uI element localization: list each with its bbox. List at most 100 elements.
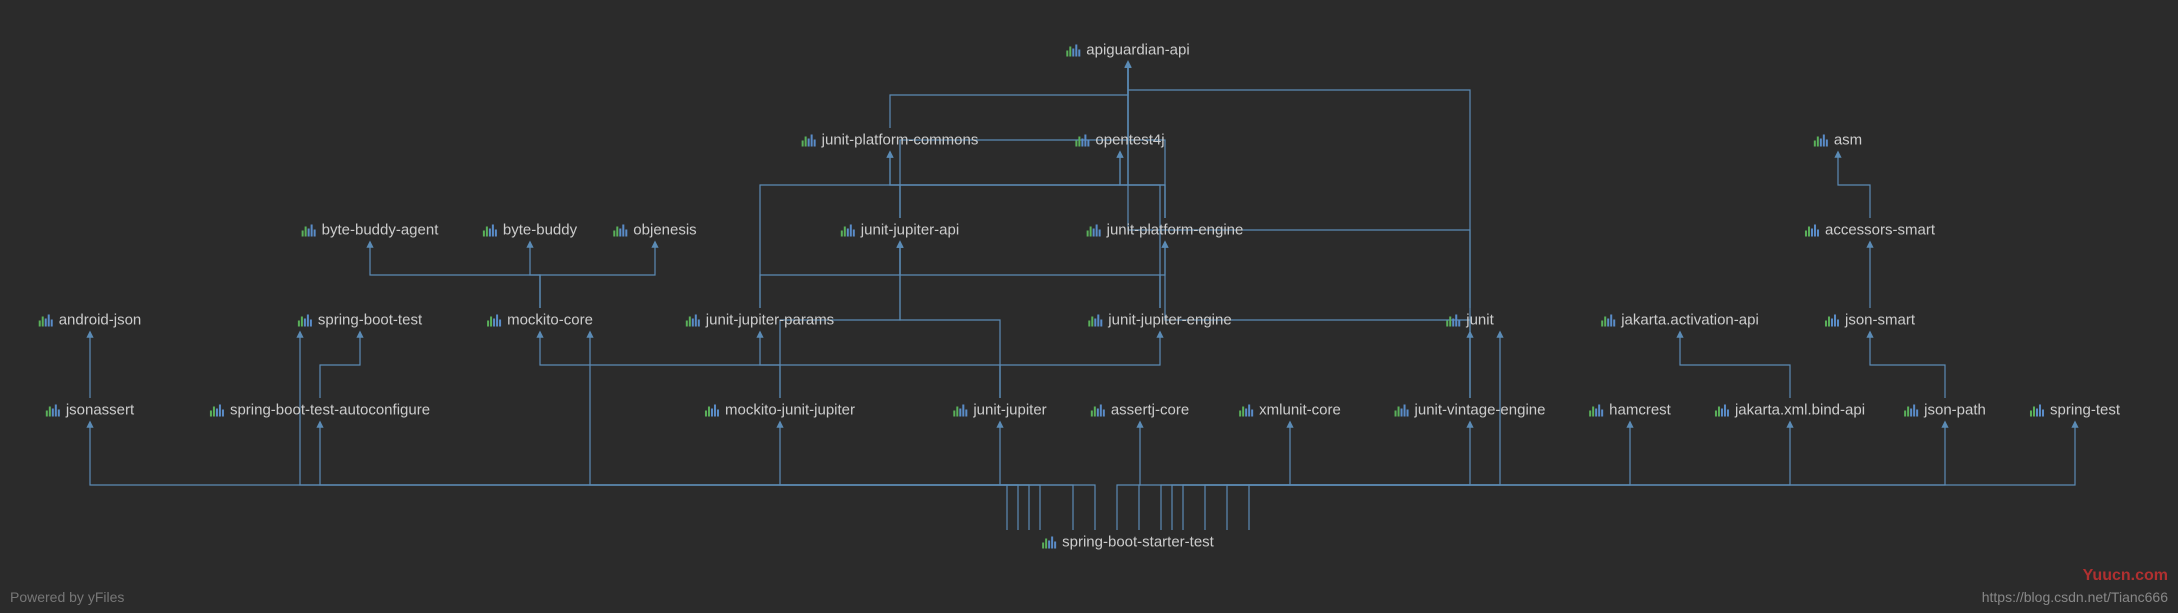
node-label: spring-test [2050,402,2120,419]
node-label: junit-platform-engine [1107,222,1244,239]
node-hamcrest[interactable]: hamcrest [1589,402,1671,419]
edge-starter_test-to-mockito_core [590,332,1040,530]
edge-junit-to-apiguardian [1128,62,1470,308]
node-platform_engine[interactable]: junit-platform-engine [1087,222,1244,239]
node-platform_commons[interactable]: junit-platform-commons [802,132,979,149]
node-jsonassert[interactable]: jsonassert [46,402,134,419]
dependency-graph: apiguardian-api junit-platform-commons ope… [0,0,2178,613]
library-icon [46,404,60,416]
library-icon [841,224,855,236]
node-label: jakarta.activation-api [1621,312,1759,329]
node-jupiter_engine[interactable]: junit-jupiter-engine [1088,312,1231,329]
edge-junit_jupiter-to-jupiter_params [760,332,1000,398]
node-starter_test[interactable]: spring-boot-starter-test [1042,534,1214,551]
node-label: junit-platform-commons [822,132,979,149]
node-apiguardian[interactable]: apiguardian-api [1066,42,1189,59]
node-xmlunit_core[interactable]: xmlunit-core [1239,402,1341,419]
node-label: jsonassert [66,402,134,419]
node-accessors_smart[interactable]: accessors-smart [1805,222,1935,239]
node-byte_buddy[interactable]: byte-buddy [483,222,577,239]
node-label: junit-jupiter-api [861,222,959,239]
node-json_smart[interactable]: json-smart [1825,312,1915,329]
node-label: junit [1466,312,1494,329]
edge-platform_engine-to-platform_commons [890,152,1165,218]
node-label: junit-jupiter [973,402,1046,419]
library-icon [705,404,719,416]
edge-jupiter_engine-to-platform_engine [1160,242,1165,308]
library-icon [1395,404,1409,416]
node-label: accessors-smart [1825,222,1935,239]
node-label: asm [1834,132,1862,149]
node-junit[interactable]: junit [1446,312,1494,329]
node-label: apiguardian-api [1086,42,1189,59]
node-label: junit-jupiter-params [706,312,834,329]
node-label: mockito-junit-jupiter [725,402,855,419]
library-icon [1075,134,1089,146]
node-byte_buddy_agent[interactable]: byte-buddy-agent [302,222,439,239]
library-icon [1814,134,1828,146]
node-label: hamcrest [1609,402,1671,419]
edge-jupiter_params-to-jupiter_api [760,242,900,308]
library-icon [1904,404,1918,416]
node-spring_boot_test[interactable]: spring-boot-test [298,312,422,329]
node-android_json[interactable]: android-json [39,312,142,329]
node-label: junit-jupiter-engine [1108,312,1231,329]
edge-xml_bind_api-to-activation_api [1680,332,1790,398]
node-label: spring-boot-test-autoconfigure [230,402,430,419]
source-url-label: https://blog.csdn.net/Tianc666 [1982,589,2168,605]
edge-junit_jupiter-to-jupiter_engine [1000,332,1160,398]
node-jupiter_params[interactable]: junit-jupiter-params [686,312,834,329]
library-icon [2030,404,2044,416]
node-label: jakarta.xml.bind-api [1735,402,1865,419]
edge-starter_test-to-mockito_jupiter [780,422,1073,530]
node-asm[interactable]: asm [1814,132,1862,149]
edge-accessors_smart-to-asm [1838,152,1870,218]
node-mockito_core[interactable]: mockito-core [487,312,593,329]
library-icon [1066,44,1080,56]
library-icon [1239,404,1253,416]
library-icon [298,314,312,326]
node-label: spring-boot-starter-test [1062,534,1214,551]
edge-jupiter_engine-to-apiguardian [1128,62,1160,308]
edge-starter_test-to-spring_boot_test [300,332,1029,530]
edge-mockito_jupiter-to-mockito_core [540,332,780,398]
library-icon [1091,404,1105,416]
edge-jupiter_engine-to-jupiter_api [900,242,1160,308]
node-xml_bind_api[interactable]: jakarta.xml.bind-api [1715,402,1865,419]
edge-starter_test-to-junit [1172,332,1500,530]
node-assertj_core[interactable]: assertj-core [1091,402,1189,419]
node-label: spring-boot-test [318,312,422,329]
node-json_path[interactable]: json-path [1904,402,1986,419]
node-mockito_jupiter[interactable]: mockito-junit-jupiter [705,402,855,419]
library-icon [483,224,497,236]
node-opentest4j[interactable]: opentest4j [1075,132,1164,149]
edge-starter_test-to-vintage_engine [1161,422,1470,530]
edge-mockito_core-to-objenesis [540,242,655,308]
edge-mockito_core-to-byte_buddy_agent [370,242,540,308]
node-label: json-smart [1845,312,1915,329]
edge-starter_test-to-hamcrest [1183,422,1630,530]
node-jupiter_api[interactable]: junit-jupiter-api [841,222,959,239]
node-label: objenesis [633,222,696,239]
library-icon [302,224,316,236]
library-icon [953,404,967,416]
library-icon [1825,314,1839,326]
node-autoconfigure[interactable]: spring-boot-test-autoconfigure [210,402,430,419]
library-icon [210,404,224,416]
node-junit_jupiter[interactable]: junit-jupiter [953,402,1046,419]
node-spring_test[interactable]: spring-test [2030,402,2120,419]
watermark-label: Yuucn.com [2083,567,2168,585]
node-objenesis[interactable]: objenesis [613,222,696,239]
edge-jupiter_api-to-opentest4j [900,152,1120,218]
library-icon [1601,314,1615,326]
edge-autoconfigure-to-spring_boot_test [320,332,360,398]
node-label: android-json [59,312,142,329]
node-vintage_engine[interactable]: junit-vintage-engine [1395,402,1546,419]
edge-platform_commons-to-apiguardian [890,62,1128,128]
edge-jupiter_api-to-platform_commons [890,152,900,218]
library-icon [802,134,816,146]
edge-starter_test-to-assertj_core [1117,422,1140,530]
edges-layer [0,0,2178,613]
node-activation_api[interactable]: jakarta.activation-api [1601,312,1759,329]
library-icon [1805,224,1819,236]
